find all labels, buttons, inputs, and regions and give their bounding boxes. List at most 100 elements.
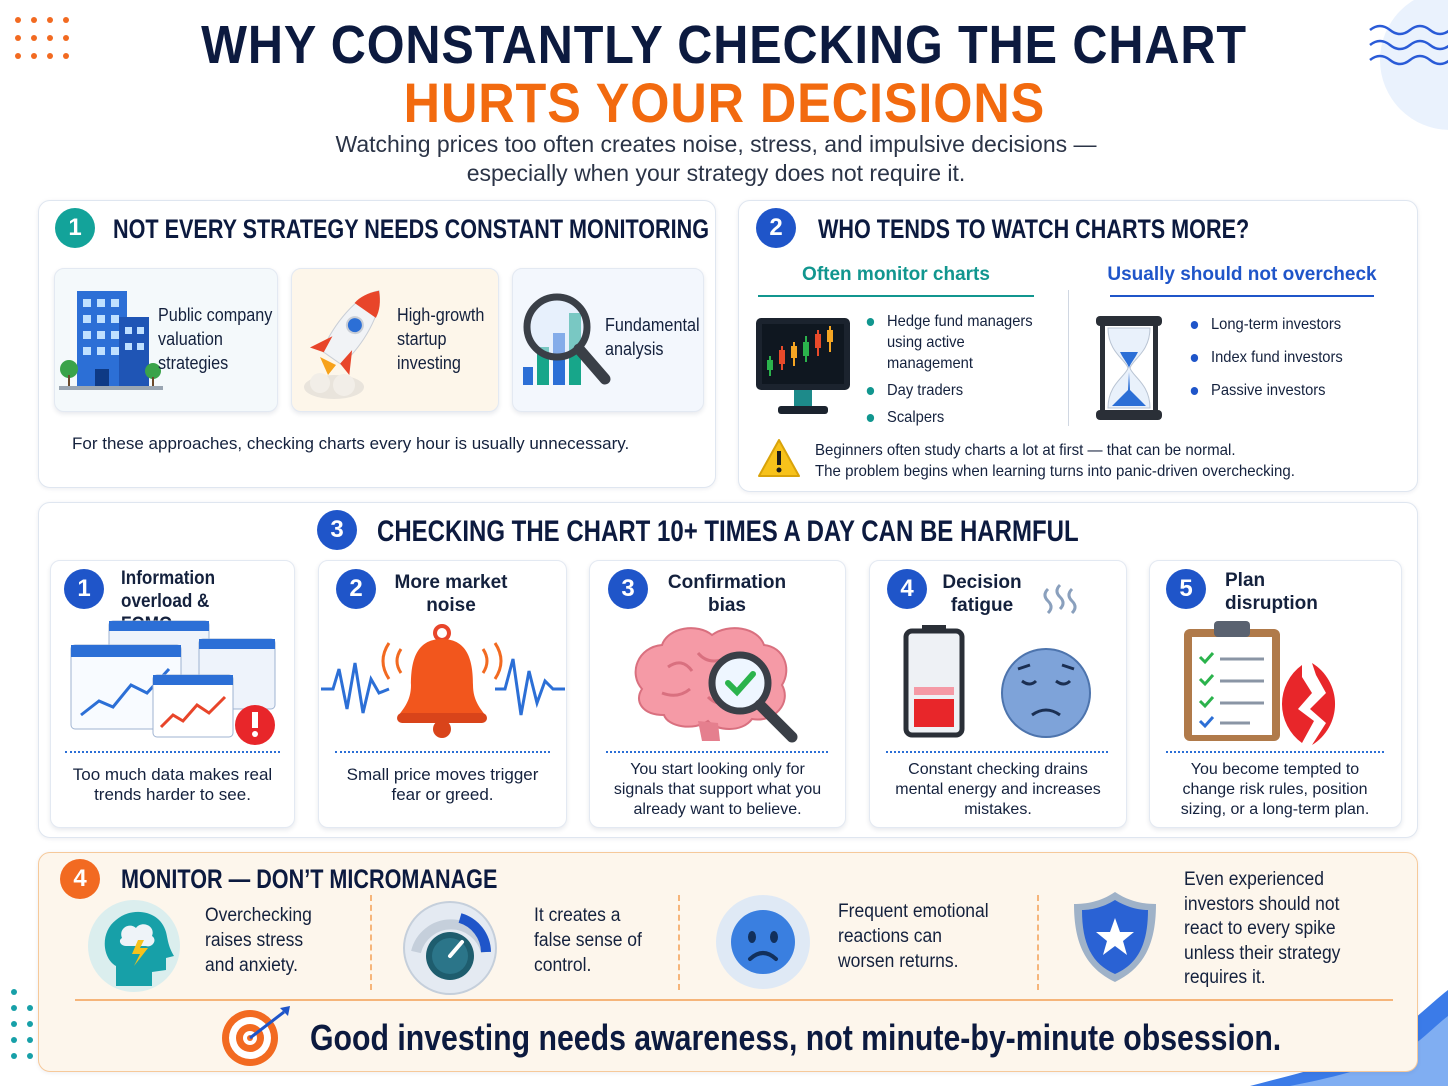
brain-icon: [634, 627, 798, 743]
bell-noise-icon-part: [433, 720, 451, 738]
sad-face-icon: [716, 895, 810, 989]
hourglass-icon-part: [1153, 326, 1158, 410]
fatigue-icon-part: [914, 687, 954, 695]
harm-card: 1 Information overload & FOMO Too much d…: [50, 560, 295, 828]
bell-noise-icon-part: [399, 639, 485, 715]
plan-icon-part: [1281, 665, 1314, 743]
decor-dots-top: [15, 17, 69, 59]
section-number: 2: [756, 208, 796, 248]
title-row: HURTS YOUR DECISIONS: [0, 70, 1448, 135]
card-number: 1: [64, 569, 104, 609]
card-title: Decision fatigue: [942, 572, 1022, 616]
dotted-rule: [606, 751, 828, 753]
title-line: WHY CONSTANTLY CHECKING THE CHART: [201, 15, 1247, 75]
plan-icon-part-part: [1198, 716, 1215, 729]
title-row: WHY CONSTANTLY CHECKING THE CHART: [0, 14, 1448, 76]
decor-dots-bottom-part-part: [11, 1005, 17, 1011]
building-icon-part-part: [83, 315, 91, 323]
rocket-icon-part: [310, 373, 330, 393]
sad-face-icon-part: [748, 931, 756, 943]
overload-icon-part: [252, 731, 258, 737]
analysis-icon-part: [573, 343, 611, 385]
strategy-card: High-growth startup investing: [291, 268, 499, 412]
monitor-icon-part-part: [779, 350, 785, 364]
decor-dots-bottom-part-part: [11, 1037, 17, 1043]
section-title: WHO TENDS TO WATCH CHARTS MORE?: [818, 214, 1250, 244]
decor-dots-bottom-part-part: [27, 1037, 33, 1043]
building-icon-part: [95, 369, 109, 387]
harm-card: 2 More market noise Small price moves tr…: [318, 560, 567, 828]
footer-rule: [75, 999, 1393, 1001]
rocket-icon-part: [333, 374, 355, 396]
monitor-icon-part: [767, 326, 833, 376]
list-item: Long-term investors: [1190, 314, 1367, 335]
analysis-icon-part: [523, 367, 533, 385]
brain-icon-part: [698, 721, 720, 741]
rocket-icon: [304, 290, 380, 399]
decor-dots-top-part-part: [47, 35, 53, 41]
monitor-icon-part-part: [827, 330, 833, 342]
plan-icon-part-part: [1198, 652, 1215, 709]
section-number: 1: [55, 208, 95, 248]
warning-icon-part: [776, 467, 782, 473]
building-icon-part-part: [97, 347, 105, 355]
brain-icon-part: [754, 699, 798, 743]
dotted-rule: [65, 751, 280, 753]
bell-noise-icon-part: [433, 624, 451, 642]
reason-text: Frequent emotional reactions can worsen …: [838, 901, 989, 972]
list-item: Passive investors: [1190, 380, 1367, 401]
rocket-icon-part: [320, 357, 336, 375]
bell-noise-icon-part: [495, 658, 565, 716]
decor-dots-bottom-part-part: [11, 1021, 17, 1027]
decor-dots-top-part-part: [63, 17, 69, 23]
target-icon-part: [249, 1010, 285, 1040]
analysis-icon: [523, 293, 611, 385]
subtitle: Watching prices too often creates noise,…: [0, 130, 1432, 188]
strategy-card: Fundamental analysis: [512, 268, 704, 412]
decor-dots-top-part-part: [63, 35, 69, 41]
title-line-accent: HURTS YOUR DECISIONS: [403, 71, 1045, 134]
dotted-rule: [1166, 751, 1384, 753]
plan-icon-part: [1192, 637, 1272, 735]
building-icon-part: [152, 377, 154, 387]
hourglass-icon-part: [1100, 326, 1105, 410]
warning-text: Beginners often study charts a lot at fi…: [815, 440, 1398, 482]
decor-waves-top: [1369, 0, 1448, 130]
card-number: 3: [608, 569, 648, 609]
section-number: 3: [317, 510, 357, 550]
building-icon-part: [59, 386, 163, 390]
building-icon: [59, 291, 163, 390]
target-icon-part: [280, 1006, 290, 1016]
plan-icon: [1184, 621, 1336, 745]
fatigue-icon-part: [1043, 583, 1077, 615]
card-number: 4: [887, 569, 927, 609]
decor-waves-top-part-part: [1369, 39, 1448, 51]
reason-text: Overchecking raises stress and anxiety.: [205, 905, 312, 976]
plan-icon-part: [1310, 663, 1336, 745]
decor-waves-top-part-part: [1369, 54, 1448, 66]
overload-icon: [70, 620, 276, 745]
warning-line: Beginners often study charts a lot at fi…: [815, 442, 1236, 459]
sad-face-icon-part: [748, 951, 778, 961]
dashed-divider: [1037, 895, 1039, 990]
building-icon-part-part: [97, 331, 105, 339]
harm-card: 3 Confirmation bias You start looking on…: [589, 560, 846, 828]
overload-icon-part: [199, 639, 275, 649]
decor-dots-top-part-part: [63, 53, 69, 59]
bell-noise-icon-part: [321, 662, 390, 714]
rocket-icon-part-part: [309, 336, 353, 375]
plan-icon-part: [1214, 621, 1250, 637]
card-number: 5: [1166, 569, 1206, 609]
building-icon-part: [68, 375, 70, 387]
warning-line: The problem begins when learning turns i…: [815, 463, 1295, 480]
bell-noise-icon: [321, 624, 565, 738]
building-icon-part-part: [137, 343, 144, 350]
building-icon-part-part: [125, 343, 132, 350]
decor-dots-top-part-part: [15, 17, 21, 23]
column-heading: Usually should not overcheck: [1107, 264, 1377, 285]
bell-noise-icon-part: [397, 713, 487, 723]
column-divider: [1068, 290, 1069, 426]
stress-icon-part: [119, 924, 155, 947]
gauge-icon-part: [448, 940, 464, 958]
dashed-divider: [370, 895, 372, 990]
